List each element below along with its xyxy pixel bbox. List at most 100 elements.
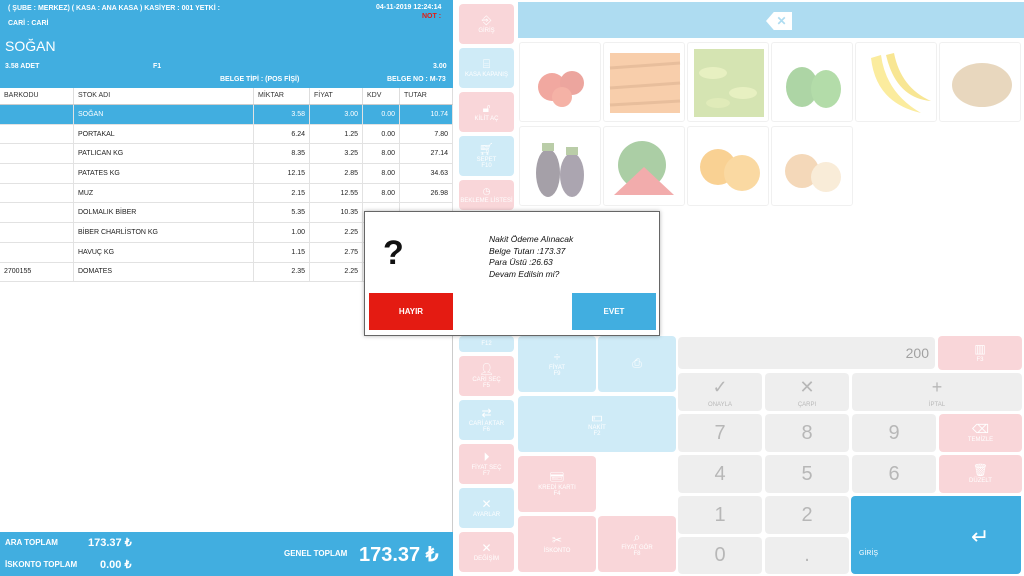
key-decimal[interactable]: . <box>765 537 849 574</box>
f3-button[interactable]: ▥ F3 <box>938 336 1022 370</box>
table-row[interactable]: SOĞAN 3.58 3.00 0.00 10.74 <box>0 105 453 125</box>
product-tile-pepper[interactable] <box>687 42 769 122</box>
register-close-button[interactable]: ⌸ KASA KAPANIŞ <box>459 48 514 88</box>
discount-button[interactable]: ✂ İSKONTO <box>518 516 596 572</box>
edit-button[interactable]: 🗑︎ DÜZELT <box>939 455 1022 493</box>
edit-label: DÜZELT <box>969 478 992 484</box>
product-tile-tomato[interactable] <box>519 42 601 122</box>
credit-card-label: KREDİ KARTI <box>538 485 576 491</box>
multiply-button[interactable]: ✕ ÇARPI <box>765 373 849 411</box>
login-icon: ⎆ <box>481 13 492 27</box>
cancel-button[interactable]: + İPTAL <box>852 373 1022 411</box>
cell-quantity: 5.35 <box>254 203 310 223</box>
key-1[interactable]: 1 <box>678 496 762 534</box>
transfer-customer-button[interactable]: ⇄ CARİ AKTAR F6 <box>459 400 514 440</box>
column-header-price[interactable]: FİYAT <box>310 88 363 104</box>
table-row[interactable]: PATLICAN KG 8.35 3.25 8.00 27.14 <box>0 144 453 165</box>
watermelon-image <box>614 141 674 195</box>
customer-icon: 👤︎ <box>478 362 495 376</box>
printer-icon: ⎙ <box>632 356 642 370</box>
current-qty: 3.58 ADET <box>5 63 40 70</box>
basket-button[interactable]: 🛒︎ SEPET F10 <box>459 136 514 176</box>
carrot-image <box>609 53 681 113</box>
green-pepper-image <box>694 49 764 117</box>
transfer-customer-key-label: F6 <box>482 427 490 433</box>
customer-label: CARİ : CARİ <box>8 20 49 27</box>
cash-payment-button[interactable]: 💵︎ NAKİT F2 <box>518 396 676 452</box>
printer-button[interactable]: ⎙ <box>598 336 676 392</box>
f12-button[interactable]: F12 <box>459 336 514 352</box>
select-price-button[interactable]: ⏵ FİYAT SEÇ F7 <box>459 444 514 484</box>
key-5[interactable]: 5 <box>765 455 849 493</box>
waiting-list-button[interactable]: ◷ BEKLEME LİSTESİ <box>459 180 514 210</box>
cell-barcode <box>0 183 74 203</box>
price-button[interactable]: ÷ FİYAT F9 <box>518 336 596 392</box>
key-2[interactable]: 2 <box>765 496 849 534</box>
column-header-kdv[interactable]: KDV <box>363 88 400 104</box>
key-7[interactable]: 7 <box>678 414 762 452</box>
session-info: ( ŞUBE : MERKEZ) ( KASA : ANA KASA ) KAS… <box>8 5 220 12</box>
cell-price: 2.85 <box>310 164 363 183</box>
price-lookup-button[interactable]: ⌕ FİYAT GÖR F8 <box>598 516 676 572</box>
cell-barcode: 2700155 <box>0 262 74 282</box>
key-8[interactable]: 8 <box>765 414 849 452</box>
cell-barcode <box>0 223 74 242</box>
cell-price: 2.25 <box>310 262 363 282</box>
confirm-button[interactable]: ✓ ONAYLA <box>678 373 762 411</box>
product-tile-banana[interactable] <box>855 42 937 122</box>
totals-footer: ARA TOPLAM 173.37 ₺ İSKONTO TOPLAM 0.00 … <box>0 532 453 576</box>
clear-search-icon[interactable]: ✕ <box>766 12 792 30</box>
cell-quantity: 2.35 <box>254 262 310 282</box>
column-header-total[interactable]: TUTAR <box>400 88 453 104</box>
note-label: NOT : <box>422 13 442 20</box>
price-lookup-label: FİYAT GÖR <box>621 545 653 551</box>
credit-card-button[interactable]: 💳︎ KREDİ KARTI F4 <box>518 456 596 512</box>
product-tile-onion[interactable] <box>771 126 853 206</box>
cell-quantity: 1.00 <box>254 223 310 242</box>
key-6[interactable]: 6 <box>852 455 936 493</box>
cell-total: 34.63 <box>400 164 453 183</box>
basket-icon: 🛒︎ <box>478 142 495 156</box>
column-header-barcode[interactable]: BARKODU <box>0 88 74 104</box>
price-lookup-key-label: F8 <box>633 551 641 557</box>
settings-button[interactable]: ✕ AYARLAR <box>459 488 514 528</box>
product-tile-orange[interactable] <box>687 126 769 206</box>
select-customer-button[interactable]: 👤︎ CARİ SEÇ F5 <box>459 356 514 396</box>
key-9[interactable]: 9 <box>852 414 936 452</box>
product-tile-carrot[interactable] <box>603 42 685 122</box>
cell-kdv: 0.00 <box>363 124 400 144</box>
table-row[interactable]: PORTAKAL 6.24 1.25 0.00 7.80 <box>0 124 453 145</box>
cell-price: 2.25 <box>310 223 363 242</box>
enter-button[interactable]: ↵ GİRİŞ <box>851 496 1021 574</box>
product-tile-watermelon[interactable] <box>603 126 685 206</box>
search-bar: ✕ <box>518 2 1024 38</box>
select-price-key-label: F7 <box>482 471 490 477</box>
plus-icon: + <box>931 376 943 397</box>
table-row[interactable]: PATATES KG 12.15 2.85 8.00 34.63 <box>0 164 453 184</box>
discount-label: İSKONTO TOPLAM <box>5 560 78 569</box>
cell-total: 7.80 <box>400 124 453 144</box>
function-key-label: F1 <box>153 63 162 70</box>
product-tile-potato[interactable] <box>939 42 1021 122</box>
table-row[interactable]: MUZ 2.15 12.55 8.00 26.98 <box>0 183 453 204</box>
no-button[interactable]: HAYIR <box>369 293 453 330</box>
yes-button[interactable]: EVET <box>572 293 656 330</box>
key-4[interactable]: 4 <box>678 455 762 493</box>
quantity-display[interactable]: 200 <box>678 337 935 369</box>
login-button[interactable]: ⎆ GİRİŞ <box>459 4 514 44</box>
key-0[interactable]: 0 <box>678 537 762 574</box>
confirm-label: ONAYLA <box>708 401 732 408</box>
product-tile-eggplant[interactable] <box>519 126 601 206</box>
cell-price: 3.25 <box>310 144 363 164</box>
product-tile-bell-pepper[interactable] <box>771 42 853 122</box>
clear-button[interactable]: ⌫ TEMİZLE <box>939 414 1022 452</box>
search-icon: ⌕ <box>633 530 641 544</box>
column-header-quantity[interactable]: MİKTAR <box>254 88 310 104</box>
column-header-stock-name[interactable]: STOK ADI <box>74 88 254 104</box>
cell-quantity: 3.58 <box>254 105 310 124</box>
unlock-button[interactable]: 🔓︎ KİLİT AÇ <box>459 92 514 132</box>
cash-payment-key-label: F2 <box>593 431 601 437</box>
tools-icon: ✕ <box>481 497 492 511</box>
exchange-button[interactable]: ✕ DEĞİŞİM <box>459 532 514 572</box>
cell-kdv: 8.00 <box>363 183 400 203</box>
